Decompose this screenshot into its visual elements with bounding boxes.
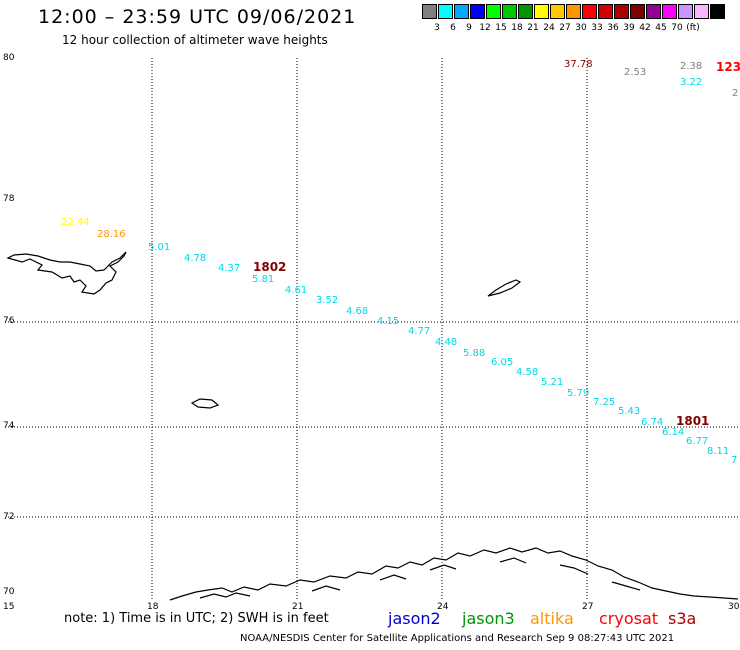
wave-height-label: 2 xyxy=(732,88,738,99)
lon-label-24: 24 xyxy=(437,602,449,612)
wave-height-label: 5.21 xyxy=(541,377,563,388)
axis-labels: 15 18 21 24 27 30 80 78 76 74 72 70 xyxy=(3,53,740,612)
scale-label: 12 xyxy=(479,23,491,33)
scale-label: 30 xyxy=(575,23,587,33)
wave-height-labels: 22.44 28.16 5.01 4.78 4.37 1802 5.81 4.6… xyxy=(61,59,740,466)
scale-label: 33 xyxy=(591,23,603,33)
wave-height-label: 8.11 xyxy=(707,446,729,457)
scale-label: 45 xyxy=(655,23,667,33)
orbit-number-label: 123 xyxy=(716,60,740,74)
orbit-number-label: 1802 xyxy=(253,260,286,274)
lon-label-30: 30 xyxy=(728,602,740,612)
scale-label: 15 xyxy=(495,23,507,33)
scale-swatch xyxy=(662,4,677,19)
coastlines xyxy=(6,251,739,601)
wave-height-label: 4.48 xyxy=(435,337,457,348)
wave-height-label: 5.79 xyxy=(567,388,589,399)
wave-height-label: 37.78 xyxy=(564,59,593,70)
coastline-hopen xyxy=(487,279,522,297)
scale-label: 6 xyxy=(450,23,456,33)
wave-height-label: 4.61 xyxy=(285,285,307,296)
graticule xyxy=(8,58,738,600)
orbit-number-label: 1801 xyxy=(676,414,709,428)
scale-label: 21 xyxy=(527,23,539,33)
scale-swatch xyxy=(694,4,709,19)
wave-height-label: 7.25 xyxy=(593,397,615,408)
scale-swatch xyxy=(518,4,533,19)
coastline-bear-island xyxy=(190,398,220,409)
lon-label-18: 18 xyxy=(147,602,159,612)
coastline-svalbard-south xyxy=(6,251,127,295)
wave-height-label: 4.68 xyxy=(346,306,368,317)
scale-label: (ft) xyxy=(686,23,700,33)
satellite-legend-cryosat: cryosat xyxy=(599,609,659,628)
lat-label-74: 74 xyxy=(3,421,15,431)
scale-label: 9 xyxy=(466,23,472,33)
wave-height-label: 4.15 xyxy=(377,316,399,327)
wave-height-label: 6.05 xyxy=(491,357,513,368)
wave-height-label: 3.22 xyxy=(680,77,702,88)
scale-swatch xyxy=(550,4,565,19)
wave-height-label: 2.53 xyxy=(624,67,646,78)
scale-swatch xyxy=(598,4,613,19)
wave-height-label: 6.77 xyxy=(686,436,708,447)
wave-height-label: 4.77 xyxy=(408,326,430,337)
scale-swatch xyxy=(422,4,437,19)
scale-label: 24 xyxy=(543,23,555,33)
lat-label-76: 76 xyxy=(3,316,15,326)
wave-height-label: 5.01 xyxy=(148,242,170,253)
wave-height-label: 5.43 xyxy=(618,406,640,417)
scale-label: 42 xyxy=(639,23,651,33)
wave-height-label: 6.74 xyxy=(641,417,663,428)
scale-label: 39 xyxy=(623,23,635,33)
wave-height-label: 4.58 xyxy=(516,367,538,378)
scale-swatch xyxy=(470,4,485,19)
scale-swatch xyxy=(502,4,517,19)
scale-swatch xyxy=(438,4,453,19)
satellite-legend-altika: altika xyxy=(530,609,574,628)
map-subtitle: 12 hour collection of altimeter wave hei… xyxy=(62,33,328,47)
wave-height-label: 22.44 xyxy=(61,217,90,228)
wave-height-label: 7 xyxy=(731,455,737,466)
satellite-legend-jason3: jason3 xyxy=(462,609,515,628)
wave-height-label: 6.14 xyxy=(662,427,684,438)
wave-height-label: 4.78 xyxy=(184,253,206,264)
scale-swatch xyxy=(566,4,581,19)
scale-label: 27 xyxy=(559,23,571,33)
scale-swatch xyxy=(646,4,661,19)
wave-height-label: 3.52 xyxy=(316,295,338,306)
scale-label: 18 xyxy=(511,23,523,33)
map-title: 12:00 – 23:59 UTC 09/06/2021 xyxy=(38,6,357,28)
coastline-norway xyxy=(169,547,739,601)
lon-label-21: 21 xyxy=(292,602,303,612)
scale-label: 36 xyxy=(607,23,619,33)
scale-swatch xyxy=(678,4,693,19)
lat-label-70: 70 xyxy=(3,587,15,597)
scale-swatch xyxy=(710,4,725,19)
footer-note: note: 1) Time is in UTC; 2) SWH is in fe… xyxy=(64,611,329,626)
scale-swatch xyxy=(582,4,597,19)
lon-label-27: 27 xyxy=(582,602,593,612)
lat-label-80: 80 xyxy=(3,53,15,63)
wave-height-label: 2.38 xyxy=(680,61,702,72)
scale-swatch xyxy=(454,4,469,19)
wave-height-label: 4.37 xyxy=(218,263,240,274)
credit-line: NOAA/NESDIS Center for Satellite Applica… xyxy=(240,633,675,644)
scale-swatch xyxy=(630,4,645,19)
wave-height-label: 28.16 xyxy=(97,229,126,240)
satellite-legend-jason2: jason2 xyxy=(388,609,441,628)
scale-swatch xyxy=(486,4,501,19)
scale-swatch xyxy=(614,4,629,19)
coastline-fjords xyxy=(199,557,641,599)
wave-height-label: 5.88 xyxy=(463,348,485,359)
scale-label: 3 xyxy=(434,23,440,33)
lat-label-78: 78 xyxy=(3,194,15,204)
lon-label-15: 15 xyxy=(3,602,14,612)
wave-height-label: 5.81 xyxy=(252,274,274,285)
scale-label: 70 xyxy=(671,23,683,33)
satellite-legend-s3a: s3a xyxy=(668,609,697,628)
scale-swatch xyxy=(534,4,549,19)
lat-label-72: 72 xyxy=(3,512,14,522)
